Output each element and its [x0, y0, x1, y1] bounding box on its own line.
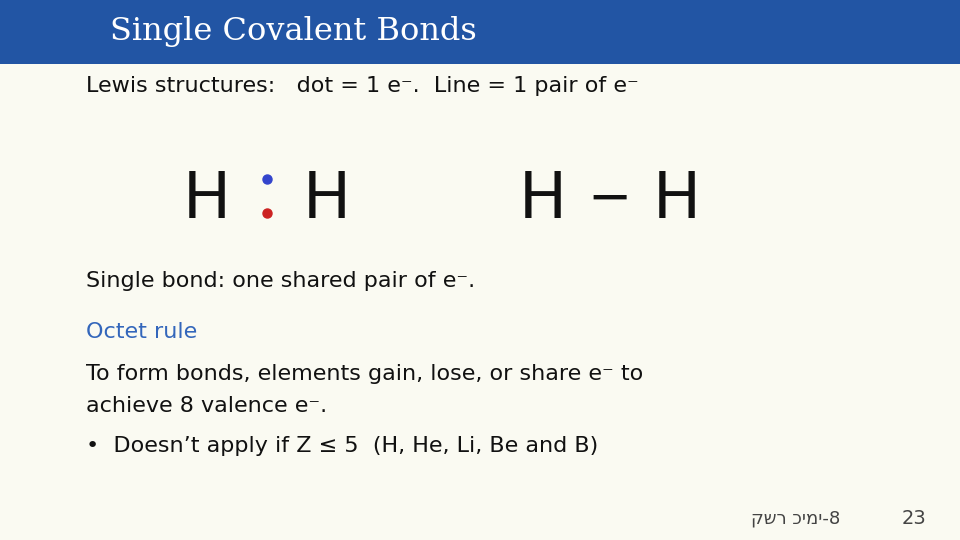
Text: Lewis structures:   dot = 1 e⁻.  Line = 1 pair of e⁻: Lewis structures: dot = 1 e⁻. Line = 1 p…	[86, 76, 639, 97]
Text: Octet rule: Octet rule	[86, 322, 198, 342]
Text: H: H	[182, 169, 230, 231]
Text: קשר כימי-8: קשר כימי-8	[751, 509, 840, 528]
Text: H: H	[653, 169, 701, 231]
Text: H: H	[302, 169, 350, 231]
Text: achieve 8 valence e⁻.: achieve 8 valence e⁻.	[86, 396, 327, 416]
Text: •  Doesn’t apply if Z ≤ 5  (H, He, Li, Be and B): • Doesn’t apply if Z ≤ 5 (H, He, Li, Be …	[86, 435, 599, 456]
Text: Single bond: one shared pair of e⁻.: Single bond: one shared pair of e⁻.	[86, 271, 475, 291]
Text: Single Covalent Bonds: Single Covalent Bonds	[110, 16, 477, 48]
Text: −: −	[588, 173, 632, 225]
Text: To form bonds, elements gain, lose, or share e⁻ to: To form bonds, elements gain, lose, or s…	[86, 363, 643, 384]
FancyBboxPatch shape	[0, 0, 960, 64]
Text: 23: 23	[901, 509, 926, 528]
Text: H: H	[518, 169, 566, 231]
